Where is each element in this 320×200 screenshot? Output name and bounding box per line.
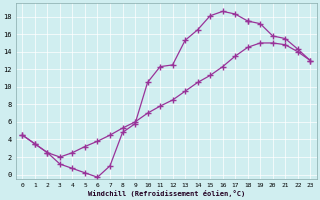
X-axis label: Windchill (Refroidissement éolien,°C): Windchill (Refroidissement éolien,°C) xyxy=(88,190,245,197)
